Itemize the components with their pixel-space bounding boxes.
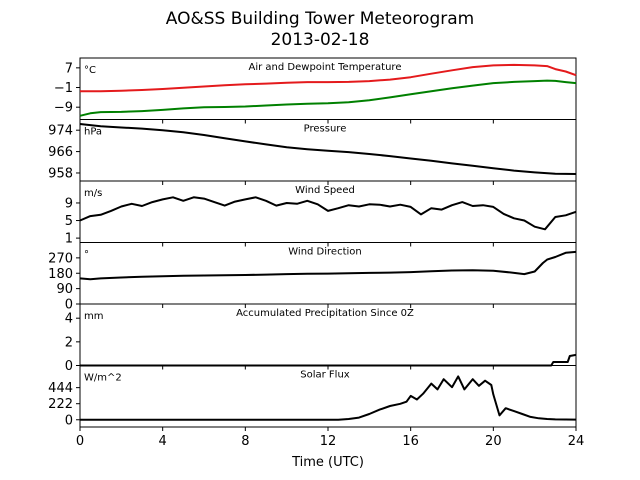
panel-1-series-0-line [79,123,577,175]
panel-0-series-1-line [79,79,577,117]
panel-2-ytick-label: 9 [65,196,73,211]
panel-3-series-0-line [79,250,577,281]
panel-4-ytick-label: 0 [65,359,73,374]
x-axis-label: Time (UTC) [291,455,364,470]
panel-0-ytick-label: 7 [65,61,73,76]
x-tick-label: 4 [159,434,167,449]
panel-3-ytick-label: 0 [65,298,73,313]
panel-3-ytick-label: 270 [48,251,73,266]
panel-4-ytick-label: 4 [65,312,73,327]
figure-subtitle: 2013-02-18 [271,30,370,50]
panel-3-title: Wind Direction [288,247,362,258]
x-tick-label: 8 [241,434,249,449]
panel-4-series-0-line [80,353,577,367]
panel-5-unit: W/m^2 [84,373,122,384]
x-tick-label: 20 [485,434,502,449]
panel-1-title: Pressure [304,124,347,135]
panel-1-ytick-label: 958 [48,166,73,181]
panel-0-ytick-label: −1 [54,81,73,96]
panel-3-ytick-label: 90 [56,282,73,297]
panel-0-series-0-line [80,63,577,93]
panel-0-title: Air and Dewpoint Temperature [249,62,402,73]
panel-3-ytick-label: 180 [48,267,73,282]
panel-4-ytick-label: 2 [65,335,73,350]
panel-2-unit: m/s [84,188,102,199]
x-tick-label: 24 [568,434,585,449]
panel-4-title: Accumulated Precipitation Since 0Z [236,308,414,319]
panel-2-title: Wind Speed [295,185,355,196]
panel-5-ytick-label: 0 [65,413,73,428]
panel-5-ytick-label: 222 [48,397,73,412]
panel-2-ytick-label: 5 [65,214,73,229]
panel-1-ytick-label: 966 [48,145,73,160]
panel-1-ytick-label: 974 [48,124,73,139]
x-tick-label: 16 [402,434,419,449]
panel-4-unit: mm [84,311,103,322]
panel-5-ytick-label: 444 [48,381,73,396]
figure-title: AO&SS Building Tower Meteorogram [166,9,474,29]
panel-2-ytick-label: 1 [65,232,73,247]
panel-0-unit: °C [84,65,96,76]
panel-5-title: Solar Flux [300,370,350,381]
panel-0-ytick-label: −9 [54,101,73,116]
panel-5-series-0-line [80,375,577,421]
panel-1-unit: hPa [84,127,102,138]
panels-group: 7 −1 −9 Air and Dewpoint Temperature °C 974 96… [48,57,585,449]
panel-3-unit: ° [84,250,89,261]
x-tick-label: 12 [320,434,337,449]
x-tick-label: 0 [76,434,84,449]
panel-2-series-0-line [79,196,577,231]
